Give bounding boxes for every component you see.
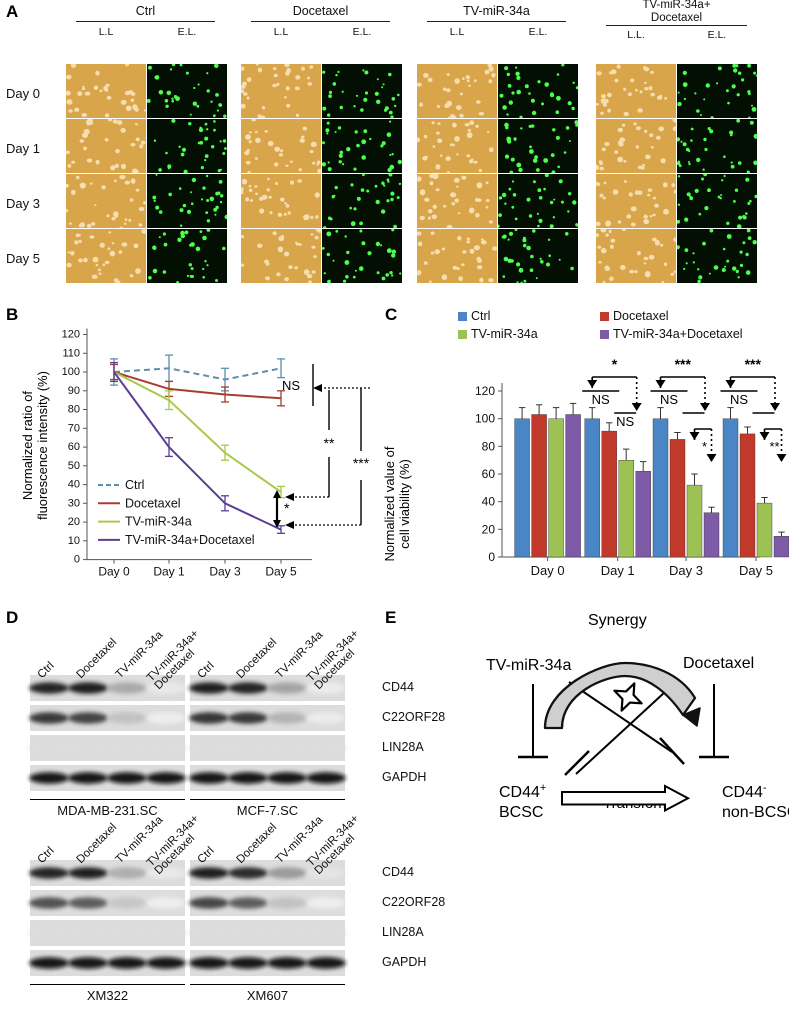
svg-text:**: ** — [769, 439, 779, 454]
svg-text:***: *** — [675, 356, 692, 372]
svg-text:80: 80 — [482, 439, 496, 453]
svg-text:NS: NS — [592, 392, 610, 407]
svg-text:0: 0 — [488, 550, 495, 564]
svg-text:Docetaxel: Docetaxel — [683, 655, 754, 672]
svg-text:*: * — [612, 356, 618, 372]
svg-text:Day 3: Day 3 — [669, 563, 703, 578]
svg-text:TV-miR-34a+Docetaxel: TV-miR-34a+Docetaxel — [613, 327, 743, 341]
svg-text:CD44+: CD44+ — [499, 782, 546, 801]
svg-text:Day 5: Day 5 — [739, 563, 773, 578]
svg-text:BCSC: BCSC — [499, 804, 543, 821]
svg-text:Docetaxel: Docetaxel — [613, 309, 669, 323]
svg-text:NS: NS — [730, 392, 748, 407]
svg-text:NS: NS — [616, 414, 634, 429]
svg-text:Day 1: Day 1 — [601, 563, 635, 578]
svg-text:TV-miR-34a: TV-miR-34a — [471, 327, 538, 341]
svg-text:***: *** — [745, 356, 762, 372]
svg-text:40: 40 — [482, 495, 496, 509]
svg-text:120: 120 — [475, 384, 495, 398]
svg-text:NS: NS — [660, 392, 678, 407]
svg-text:100: 100 — [475, 412, 495, 426]
svg-text:Day 0: Day 0 — [531, 563, 565, 578]
svg-text:60: 60 — [482, 467, 496, 481]
svg-text:*: * — [702, 439, 707, 454]
svg-text:CD44-: CD44- — [722, 782, 767, 801]
svg-text:TV-miR-34a: TV-miR-34a — [486, 657, 571, 674]
svg-text:Ctrl: Ctrl — [471, 309, 490, 323]
svg-text:Synergy: Synergy — [588, 612, 647, 629]
svg-text:20: 20 — [482, 522, 496, 536]
svg-text:non-BCSC: non-BCSC — [722, 804, 789, 821]
